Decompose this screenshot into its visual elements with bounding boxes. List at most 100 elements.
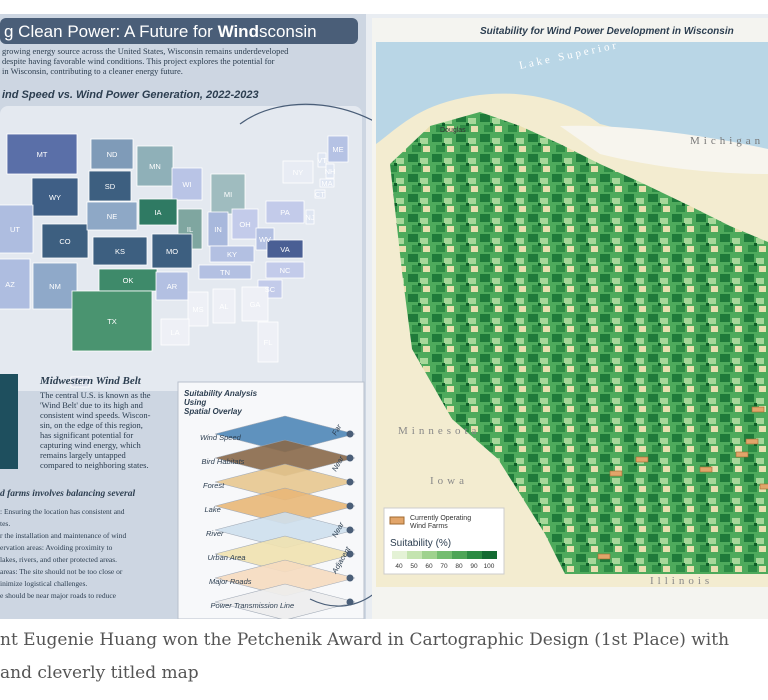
layer-marker	[346, 550, 354, 558]
state-label: MO	[166, 247, 178, 256]
legend-swatch	[482, 551, 497, 559]
state-label: IL	[187, 225, 193, 234]
state	[88, 170, 132, 202]
state	[160, 318, 190, 346]
criteria-line: : Ensuring the location has consistent a…	[0, 507, 125, 516]
state-label: AL	[219, 302, 228, 311]
state-label: HI	[76, 378, 84, 387]
belt-line: The central U.S. is known as the	[40, 390, 151, 400]
legend-tick: 70	[440, 563, 448, 570]
state	[92, 236, 148, 266]
map-title: Suitability for Wind Power Development i…	[480, 26, 734, 37]
chart-fragment	[0, 374, 18, 469]
wind-farm	[759, 483, 768, 490]
state-label: AR	[167, 282, 178, 291]
layer-marker	[346, 502, 354, 510]
state	[0, 204, 34, 254]
state-label: NY	[293, 168, 303, 177]
criteria-line: ervation areas: Avoiding proximity to	[0, 543, 113, 552]
place-label: Michigan	[690, 135, 764, 147]
state-label: MN	[149, 162, 161, 171]
overlay-title: Suitability Analysis	[184, 389, 258, 398]
state-label: PA	[280, 208, 289, 217]
legend-tick: 100	[484, 563, 495, 570]
state-label: NE	[107, 212, 117, 221]
state-label: VT	[317, 156, 327, 165]
layer	[214, 583, 356, 619]
state-label: FL	[264, 338, 273, 347]
us-map: MT ND MN WY SD WI MI NY VT NH MA CT ME UT CO NE IA IL IN OH…	[0, 133, 349, 388]
state	[209, 245, 255, 263]
state	[70, 376, 90, 388]
layer-marker	[346, 574, 354, 582]
state-label: OK	[123, 276, 134, 285]
title-end: sconsin	[259, 22, 317, 41]
layer-label: Forest	[203, 481, 225, 490]
belt-title: Midwestern Wind Belt	[39, 375, 142, 387]
state	[266, 239, 304, 259]
legend-farm-swatch	[389, 516, 405, 525]
state	[231, 208, 259, 240]
belt-line: has significant potential for	[40, 430, 133, 440]
layer-label: Urban Area	[208, 553, 246, 562]
state	[171, 167, 203, 201]
state	[187, 291, 209, 327]
state	[314, 189, 326, 199]
state-label: WI	[182, 180, 191, 189]
place-label: Iowa	[430, 475, 468, 487]
belt-line: compared to neighboring states.	[40, 460, 149, 470]
legend-title: Suitability (%)	[390, 538, 451, 549]
layer-marker	[346, 478, 354, 486]
caption-line: and cleverly titled map	[0, 663, 199, 683]
state	[305, 209, 315, 225]
state-label: UT	[10, 225, 20, 234]
state	[212, 288, 236, 324]
state-label: NC	[280, 266, 291, 275]
layer-marker	[346, 598, 354, 606]
state-label: IN	[214, 225, 222, 234]
wind-farm	[751, 406, 765, 413]
state	[265, 200, 305, 224]
criteria-line: r the installation and maintenance of wi…	[0, 531, 126, 540]
layer-label: Power Transmission Line	[211, 601, 295, 610]
upper-peninsula	[560, 125, 768, 174]
state	[155, 271, 189, 301]
state	[319, 178, 335, 188]
wind-farm	[635, 456, 649, 463]
state	[282, 160, 314, 184]
layer-marker	[346, 526, 354, 534]
intro-line: growing energy source across the United …	[2, 46, 289, 56]
criteria-line: inimize logistical challenges.	[0, 579, 87, 588]
belt-text: The central U.S. is known as the'Wind Be…	[40, 390, 151, 470]
state	[265, 261, 305, 279]
poster: g Clean Power: A Future for Windsconsin …	[0, 14, 768, 619]
state	[41, 223, 89, 259]
state	[151, 233, 193, 269]
state	[71, 290, 153, 352]
state-label: MS	[192, 305, 203, 314]
layer-label: Bird Habitats	[202, 457, 245, 466]
criteria-line: lakes, rivers, and other protected areas…	[0, 555, 117, 564]
overlay-title: Using	[184, 398, 206, 407]
state	[325, 163, 335, 179]
state-label: IA	[154, 208, 161, 217]
wind-farm	[699, 466, 713, 473]
legend-scale: 40 50 60 70 80 90 100	[392, 551, 497, 570]
legend-tick: 40	[395, 563, 403, 570]
state	[198, 264, 252, 280]
state-label: TX	[107, 317, 117, 326]
state	[138, 198, 178, 226]
legend-swatch	[467, 551, 482, 559]
state-label: NH	[325, 167, 336, 176]
intro-line: despite having favorable wind conditions…	[2, 56, 275, 66]
poster-title: g Clean Power: A Future for Windsconsin	[4, 22, 317, 41]
layer-marker	[346, 430, 354, 438]
wind-farm	[609, 470, 623, 477]
layer-label: Wind Speed	[200, 433, 242, 442]
belt-line: consistent wind speeds. Wiscon-	[40, 410, 151, 420]
state	[257, 321, 279, 363]
state-label: SC	[265, 285, 276, 294]
